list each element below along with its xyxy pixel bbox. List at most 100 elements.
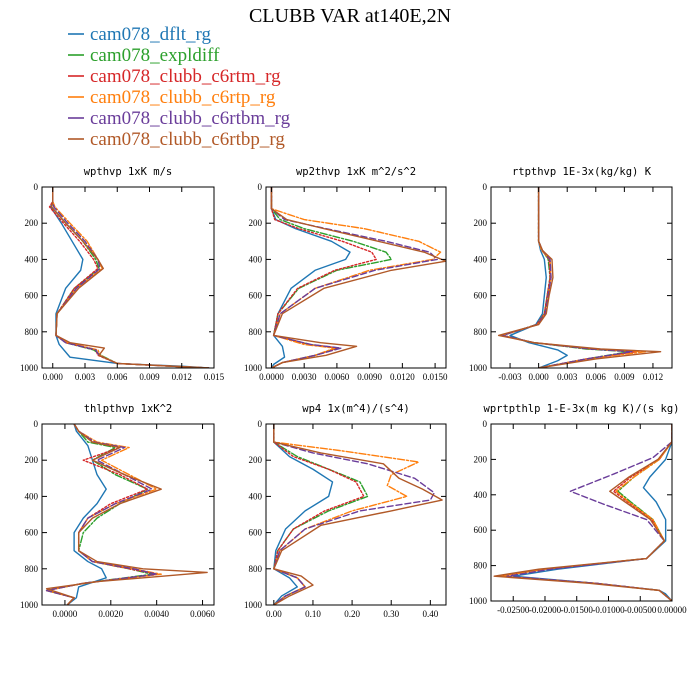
panel-1-line-6 (50, 187, 210, 368)
panel-6-ytick-label-6: 1000 (469, 596, 488, 606)
panel-2-line-6 (270, 187, 446, 368)
panel-3-xtick-label-6: 0.012 (643, 372, 663, 382)
legend: cam078_dflt_rgcam078_expldiffcam078_club… (68, 24, 291, 150)
legend-entry-1: cam078_dflt_rg (68, 24, 212, 45)
legend-label-6: cam078_clubb_c6rtbp_rg (90, 129, 285, 150)
panel-3-ytick-label-5: 800 (474, 327, 488, 337)
panel-4-series (45, 424, 208, 605)
panel-2-ytick-label-6: 1000 (244, 363, 263, 373)
panel-5-title: wp4 1x(m^4)/(s^4) (302, 403, 409, 415)
panel-3-frame (490, 186, 673, 369)
panel-3-line-1 (509, 187, 568, 368)
panel-3-ytick-label-4: 600 (474, 291, 488, 301)
panel-1-line-5 (52, 187, 210, 368)
panel-4-ytick-label-5: 800 (25, 564, 39, 574)
panel-3-xtick-label-5: 0.009 (614, 372, 635, 382)
panel-6-xtick-label-5: -0.00500 (624, 605, 657, 615)
panel-1-xtick-label-2: 0.003 (75, 372, 96, 382)
panel-4-xtick-label-3: 0.0040 (144, 609, 169, 619)
panel-4-ytick-label-2: 200 (25, 455, 39, 465)
panel-5-ytick-label-4: 600 (249, 528, 263, 538)
legend-entry-3: cam078_clubb_c6rtm_rg (68, 66, 281, 87)
panel-1-xtick-label-4: 0.009 (139, 372, 160, 382)
panel-1-title: wpthvp 1xK m/s (84, 166, 173, 178)
panel-4-ytick-label-1: 0 (34, 419, 39, 429)
legend-entry-4: cam078_clubb_c6rtp_rg (68, 87, 276, 108)
panel-5-line-1 (273, 424, 334, 605)
panel-4-xtick-label-4: 0.0060 (190, 609, 215, 619)
panel-5-line-5 (273, 424, 435, 605)
panel-3-ytick-label-6: 1000 (469, 363, 488, 373)
panel-2-ytick-label-5: 800 (249, 327, 263, 337)
panel-2-xtick-label-1: 0.0000 (259, 372, 284, 382)
panel-6-xtick-label-2: -0.02000 (529, 605, 562, 615)
panel-5-ytick-label-5: 800 (249, 564, 263, 574)
panel-6-frame (490, 423, 673, 602)
panel-3-series (497, 187, 662, 368)
panel-3-ytick-label-2: 200 (474, 218, 488, 228)
panel-2-series (270, 187, 446, 368)
panel-6-ytick-label-1: 0 (483, 419, 488, 429)
panel-5-xtick-label-4: 0.30 (383, 609, 399, 619)
panel-1-ytick-label-2: 200 (25, 218, 39, 228)
panel-1-xtick-label-5: 0.012 (172, 372, 192, 382)
panel-2: wp2thvp 1xK m^2/s^2020040060080010000.00… (244, 166, 448, 382)
panel-6-title: wprtpthlp 1-E-3x(m kg K)/(s kg) (484, 403, 680, 415)
panel-2-ytick-label-3: 400 (249, 254, 263, 264)
panel-4-ytick-label-6: 1000 (20, 600, 39, 610)
panel-5-series (273, 424, 443, 605)
legend-label-5: cam078_clubb_c6rtbm_rg (90, 108, 291, 129)
panel-4-xtick-label-2: 0.0020 (98, 609, 123, 619)
panel-5-ytick-label-3: 400 (249, 491, 263, 501)
panel-3-xtick-label-3: 0.003 (557, 372, 578, 382)
panel-5-line-6 (273, 424, 443, 605)
panel-2-ytick-label-1: 0 (258, 182, 263, 192)
panel-4-line-6 (45, 424, 208, 605)
panel-4-title: thlpthvp 1xK^2 (84, 403, 173, 415)
panel-5-ytick-label-2: 200 (249, 455, 263, 465)
panel-4-xtick-label-1: 0.0000 (53, 609, 78, 619)
panel-3-xtick-label-4: 0.006 (586, 372, 607, 382)
panel-6: wprtpthlp 1-E-3x(m kg K)/(s kg) 0 200 400 60… (469, 403, 687, 615)
panel-1-xtick-label-1: 0.000 (43, 372, 64, 382)
panel-1-frame (41, 186, 215, 369)
panel-6-ytick-label-3: 400 (474, 490, 488, 500)
panel-1-ytick-label-4: 600 (25, 291, 39, 301)
panel-4-frame (41, 423, 215, 606)
panel-3-xtick-label-1: -0.003 (498, 372, 522, 382)
panel-1-ytick-label-1: 0 (34, 182, 39, 192)
panel-3-line-6 (497, 187, 662, 368)
panel-4-ytick-label-3: 400 (25, 491, 39, 501)
panel-1-xtick-label-6: 0.015 (204, 372, 225, 382)
panel-1-series (48, 187, 210, 368)
panel-4-ytick-label-4: 600 (25, 528, 39, 538)
panel-1: wpthvp 1xK m/s 0 200 400 600 800 1000 0.000 0.00… (20, 166, 225, 382)
figure-title: CLUBB VAR at140E,2N (249, 5, 451, 27)
panel-3-ytick-label-3: 400 (474, 254, 488, 264)
panel-2-ytick-label-4: 600 (249, 291, 263, 301)
panel-6-ytick-label-5: 800 (474, 561, 488, 571)
panel-6-line-6 (493, 424, 672, 601)
panel-5-ytick-label-6: 1000 (244, 600, 263, 610)
panel-3-xtick-label-2: 0.000 (529, 372, 550, 382)
panel-5-xtick-label-5: 0.40 (422, 609, 438, 619)
panel-6-ytick-label-2: 200 (474, 454, 488, 464)
panel-1-ytick-label-5: 800 (25, 327, 39, 337)
panel-4: thlpthvp 1xK^2 0 200 400 600 800 1000 0.0000 0.0… (20, 403, 215, 619)
panel-2-xtick-label-5: 0.0120 (390, 372, 415, 382)
legend-entry-6: cam078_clubb_c6rtbp_rg (68, 129, 285, 150)
panel-2-xtick-label-4: 0.0090 (357, 372, 382, 382)
panel-1-ytick-label-3: 400 (25, 254, 39, 264)
legend-label-2: cam078_expldiff (90, 45, 220, 66)
panel-2-line-4 (270, 187, 442, 368)
panel-2-ytick-label-2: 200 (249, 218, 263, 228)
panel-3: rtpthvp 1E-3x(kg/kg) K 0 200 400 600 800 1000-… (469, 166, 673, 382)
panel-5-xtick-label-3: 0.20 (344, 609, 360, 619)
legend-entry-2: cam078_expldiff (68, 45, 220, 66)
panel-6-xtick-label-3: -0.01500 (561, 605, 594, 615)
panel-1-ytick-label-6: 1000 (20, 363, 39, 373)
legend-label-3: cam078_clubb_c6rtm_rg (90, 66, 281, 87)
panel-5-xtick-label-1: 0.00 (266, 609, 282, 619)
